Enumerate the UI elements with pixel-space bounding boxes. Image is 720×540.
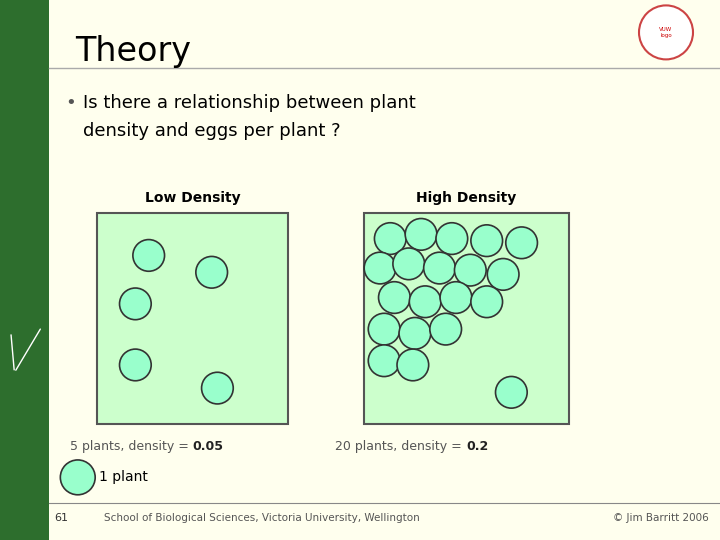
Text: 1 plant: 1 plant <box>99 470 148 484</box>
Ellipse shape <box>436 222 468 254</box>
Text: 61: 61 <box>54 514 68 523</box>
Text: 0.05: 0.05 <box>193 440 224 453</box>
Bar <box>364 213 569 424</box>
Ellipse shape <box>505 227 537 259</box>
Text: density and eggs per plant ?: density and eggs per plant ? <box>83 122 341 139</box>
Ellipse shape <box>399 318 431 349</box>
Ellipse shape <box>120 349 151 381</box>
Ellipse shape <box>133 240 165 271</box>
Ellipse shape <box>196 256 228 288</box>
Text: Is there a relationship between plant: Is there a relationship between plant <box>83 94 415 112</box>
Bar <box>0 0 49 540</box>
Ellipse shape <box>369 313 400 345</box>
Text: © Jim Barritt 2006: © Jim Barritt 2006 <box>613 514 709 523</box>
Bar <box>97 213 288 424</box>
Ellipse shape <box>364 252 396 284</box>
Ellipse shape <box>471 286 503 318</box>
Ellipse shape <box>397 349 428 381</box>
Ellipse shape <box>393 248 425 280</box>
Ellipse shape <box>374 222 406 254</box>
Ellipse shape <box>410 286 441 318</box>
Ellipse shape <box>60 460 95 495</box>
Ellipse shape <box>423 252 455 284</box>
Ellipse shape <box>639 5 693 59</box>
Ellipse shape <box>495 376 527 408</box>
Text: 5 plants, density =: 5 plants, density = <box>70 440 193 453</box>
Text: Theory: Theory <box>76 35 192 68</box>
Ellipse shape <box>120 288 151 320</box>
Ellipse shape <box>202 372 233 404</box>
Ellipse shape <box>471 225 503 256</box>
Text: 0.2: 0.2 <box>467 440 488 453</box>
Ellipse shape <box>440 282 472 313</box>
Text: Low Density: Low Density <box>145 191 240 205</box>
Text: •: • <box>65 94 76 112</box>
Ellipse shape <box>454 254 486 286</box>
Ellipse shape <box>405 219 437 250</box>
Ellipse shape <box>487 259 519 290</box>
Ellipse shape <box>369 345 400 376</box>
Text: 20 plants, density =: 20 plants, density = <box>336 440 467 453</box>
Text: High Density: High Density <box>416 191 516 205</box>
Text: VUW
logo: VUW logo <box>660 27 672 38</box>
Text: School of Biological Sciences, Victoria University, Wellington: School of Biological Sciences, Victoria … <box>104 514 420 523</box>
Ellipse shape <box>430 313 462 345</box>
Ellipse shape <box>379 282 410 313</box>
